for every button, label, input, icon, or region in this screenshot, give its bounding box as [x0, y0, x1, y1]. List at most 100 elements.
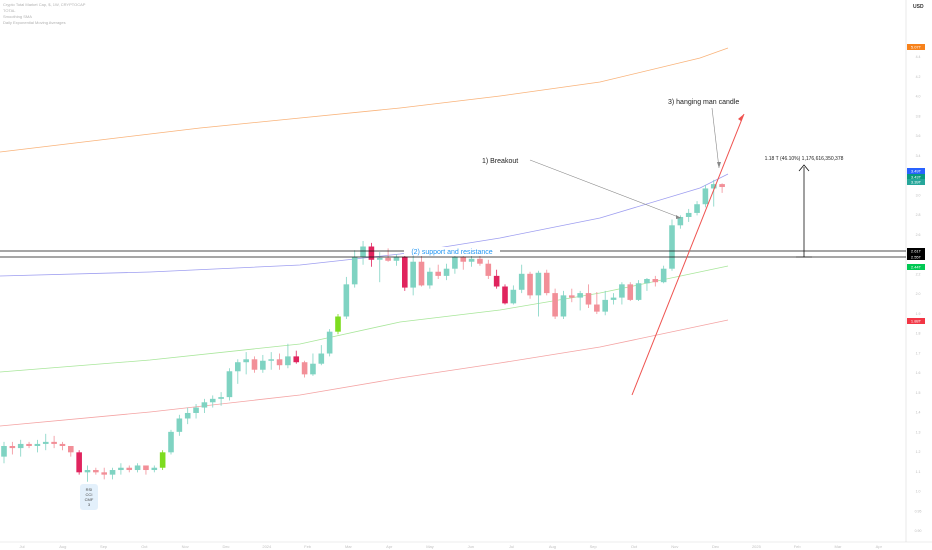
candle[interactable] [151, 467, 158, 471]
candle[interactable] [235, 362, 241, 372]
candle[interactable] [552, 293, 558, 317]
candle[interactable] [93, 470, 99, 473]
candle[interactable] [176, 418, 183, 432]
price-badge-label: 1.88T [911, 319, 922, 324]
candle[interactable] [393, 256, 400, 261]
candle[interactable] [1, 446, 7, 457]
candle[interactable] [543, 272, 550, 294]
candle[interactable] [418, 261, 425, 286]
candle[interactable] [410, 261, 416, 288]
price-axis-label: 2.2 [916, 272, 921, 276]
candle[interactable] [351, 256, 358, 285]
candle[interactable] [368, 246, 375, 260]
candle[interactable] [677, 216, 684, 226]
candle[interactable] [226, 371, 233, 398]
candle[interactable] [719, 184, 725, 187]
price-axis-label: 4.2 [916, 75, 921, 79]
candle[interactable] [685, 212, 692, 217]
candle[interactable] [535, 272, 542, 296]
currency-label: USD [913, 4, 924, 10]
candle[interactable] [694, 204, 700, 213]
candle[interactable] [710, 184, 717, 189]
candle[interactable] [326, 331, 333, 354]
candle[interactable] [435, 271, 441, 276]
candle[interactable] [301, 362, 308, 375]
candle[interactable] [468, 258, 475, 262]
candle[interactable] [17, 443, 24, 449]
candle[interactable] [635, 283, 642, 300]
candle[interactable] [669, 225, 675, 269]
price-axis-label: 3.8 [916, 114, 921, 118]
candle[interactable] [702, 188, 709, 205]
candle[interactable] [76, 452, 82, 473]
candle[interactable] [510, 289, 517, 304]
candle[interactable] [184, 412, 191, 419]
candle[interactable] [652, 279, 659, 283]
candle[interactable] [243, 359, 249, 363]
time-axis[interactable]: Jul Aug Sep Oct Nov Dec 2024 Feb Mar Apr May Jun Jul… [19, 544, 882, 549]
candle[interactable] [159, 452, 166, 468]
candle[interactable] [34, 443, 41, 446]
candle[interactable] [218, 397, 224, 399]
candle[interactable] [560, 295, 567, 317]
indicator-bubble[interactable]: RSI CCI CMF 3 [80, 484, 98, 510]
candle[interactable] [343, 284, 350, 317]
candle[interactable] [42, 441, 49, 444]
candle[interactable] [485, 263, 492, 276]
candle[interactable] [569, 295, 575, 298]
price-axis-label: 1.1 [916, 470, 921, 474]
candle[interactable] [376, 257, 383, 260]
candle[interactable] [68, 446, 74, 453]
candle[interactable] [209, 398, 216, 403]
candle[interactable] [9, 446, 16, 449]
candle[interactable] [460, 256, 467, 262]
candle[interactable] [51, 441, 57, 444]
candle[interactable] [452, 256, 458, 269]
candle[interactable] [251, 359, 258, 370]
candle[interactable] [502, 286, 508, 304]
candle[interactable] [101, 472, 107, 475]
candle[interactable] [644, 279, 650, 284]
candle[interactable] [318, 353, 325, 364]
candle[interactable] [310, 363, 316, 375]
candles-layer [1, 179, 725, 482]
candle[interactable] [276, 359, 283, 366]
candle[interactable] [335, 316, 341, 332]
candle[interactable] [285, 356, 291, 366]
candle[interactable] [493, 275, 500, 287]
candle[interactable] [443, 268, 450, 276]
candle[interactable] [260, 360, 266, 370]
candle[interactable] [594, 304, 600, 312]
candle[interactable] [84, 470, 91, 473]
candle[interactable] [26, 443, 32, 446]
candle[interactable] [134, 465, 141, 471]
candle[interactable] [293, 356, 300, 363]
candle[interactable] [168, 431, 174, 453]
candle[interactable] [59, 443, 66, 446]
candle[interactable] [577, 293, 583, 298]
candle[interactable] [427, 271, 433, 286]
candle[interactable] [585, 293, 592, 305]
candle[interactable] [518, 273, 525, 290]
price-axis-label: 4.4 [916, 55, 921, 59]
candle[interactable] [627, 284, 634, 300]
candle[interactable] [527, 273, 533, 296]
time-axis-label: Jul [19, 544, 24, 549]
candle[interactable] [193, 407, 199, 413]
candle[interactable] [109, 470, 116, 475]
candle[interactable] [402, 256, 408, 288]
candle[interactable] [619, 284, 625, 298]
candle[interactable] [660, 268, 667, 283]
candle[interactable] [126, 467, 133, 471]
candle[interactable] [360, 246, 366, 257]
price-axis[interactable]: 4.44.24.03.83.63.43.23.02.82.62.42.22.01… [907, 44, 925, 533]
candle[interactable] [268, 359, 274, 361]
candle[interactable] [385, 257, 391, 261]
candle[interactable] [602, 299, 608, 312]
candle[interactable] [143, 465, 149, 471]
candle[interactable] [118, 467, 124, 471]
candle[interactable] [477, 258, 483, 264]
candle[interactable] [610, 297, 617, 300]
candle[interactable] [201, 402, 208, 408]
